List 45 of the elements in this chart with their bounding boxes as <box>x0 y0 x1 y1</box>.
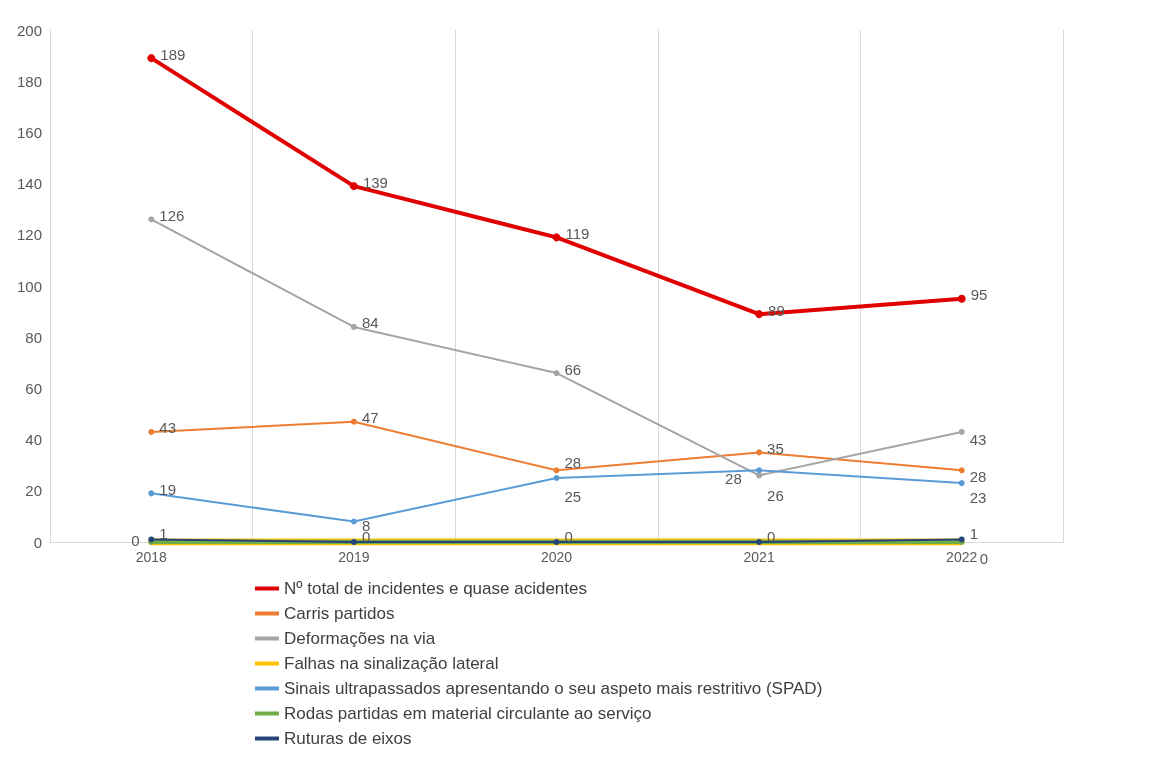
legend-label: Falhas na sinalização lateral <box>284 654 499 673</box>
legend-label: Deformações na via <box>284 629 436 648</box>
y-tick-label: 140 <box>16 175 42 193</box>
data-label: 0 <box>131 531 140 549</box>
data-label: 19 <box>159 480 176 498</box>
legend-label: Rodas partidas em material circulante ao serviço <box>284 704 652 723</box>
data-label: 43 <box>969 431 987 449</box>
data-label: 119 <box>565 224 590 242</box>
x-tick-label: 2018 <box>135 549 168 565</box>
data-label: 89 <box>768 301 785 319</box>
data-label: 23 <box>969 488 987 506</box>
data-label: 126 <box>159 206 185 224</box>
y-tick-label: 80 <box>25 328 42 346</box>
data-label: 84 <box>361 314 379 332</box>
data-label: 139 <box>362 173 388 191</box>
y-tick-label: 0 <box>33 533 42 551</box>
data-label: 25 <box>564 487 582 505</box>
y-tick-label: 160 <box>16 123 42 141</box>
x-tick-label: 2022 <box>946 549 978 565</box>
x-tick-label: 2021 <box>743 549 775 565</box>
y-tick-label: 120 <box>16 226 42 244</box>
legend-label: Sinais ultrapassados apresentando o seu aspeto mais restritivo (SPAD) <box>284 679 823 698</box>
y-tick-label: 100 <box>16 277 42 295</box>
data-label: 28 <box>725 469 742 487</box>
data-label: 1 <box>159 524 168 542</box>
data-label: 28 <box>969 467 987 485</box>
data-label: 1 <box>969 524 979 542</box>
x-tick-label: 2019 <box>338 549 370 565</box>
y-tick-label: 40 <box>25 431 42 449</box>
data-label: 26 <box>767 486 784 504</box>
data-label: 47 <box>361 409 379 427</box>
data-label: 66 <box>564 360 582 378</box>
y-tick-label: 60 <box>25 379 42 397</box>
data-label: 0 <box>979 549 989 567</box>
legend-label: Nº total de incidentes e quase acidentes <box>284 579 587 598</box>
data-label: 35 <box>767 439 784 457</box>
data-label: 95 <box>970 286 988 304</box>
data-label: 189 <box>160 45 186 63</box>
data-label: 28 <box>564 453 582 471</box>
x-tick-label: 2020 <box>540 549 573 565</box>
y-tick-label: 20 <box>25 482 42 500</box>
y-tick-label: 180 <box>16 72 42 90</box>
legend-label: Carris partidos <box>284 604 395 623</box>
legend-label: Ruturas de eixos <box>284 729 412 748</box>
y-tick-label: 200 <box>16 21 42 39</box>
